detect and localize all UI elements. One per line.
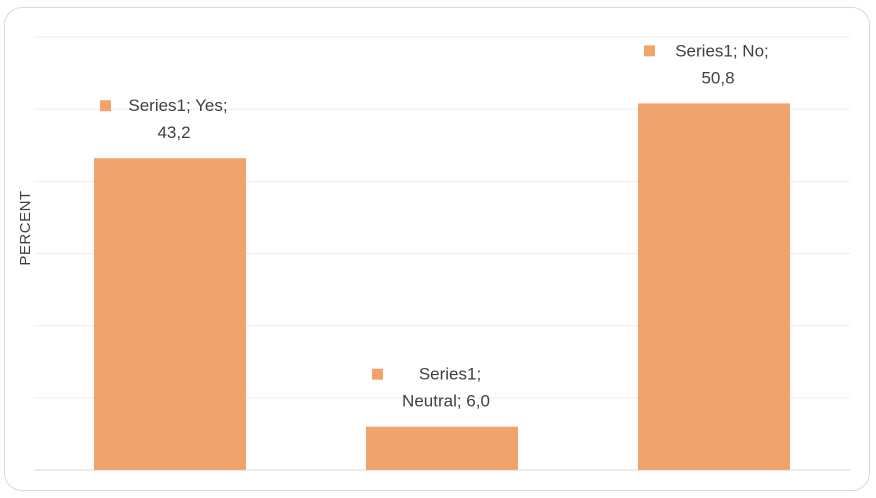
data-label-line2: Neutral; 6,0 — [402, 392, 490, 411]
legend-key-swatch — [644, 45, 655, 57]
y-axis-label: PERCENT — [17, 190, 34, 265]
bar-no — [638, 103, 790, 470]
data-label-line1: Series1; No; — [675, 41, 769, 60]
bar-neutral — [366, 426, 518, 470]
bar-yes — [94, 158, 246, 471]
data-labels: Series1; Yes; 43,2 Series1; Neutral; 6,0 Ser… — [100, 41, 769, 411]
legend-key-swatch — [100, 100, 111, 112]
data-label-line1: Series1; Yes; — [128, 96, 227, 115]
data-label-line2: 50,8 — [701, 68, 734, 87]
bars — [94, 103, 790, 471]
data-label-line2: 43,2 — [157, 123, 190, 142]
legend-key-swatch — [372, 368, 383, 380]
data-label-line1: Series1; — [419, 365, 481, 384]
